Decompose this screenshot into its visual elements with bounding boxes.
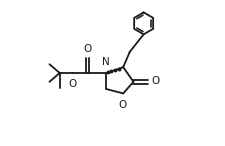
Text: O: O <box>83 44 91 54</box>
Text: O: O <box>68 79 76 89</box>
Text: O: O <box>118 100 126 110</box>
Text: N: N <box>101 57 109 67</box>
Text: O: O <box>151 76 159 86</box>
